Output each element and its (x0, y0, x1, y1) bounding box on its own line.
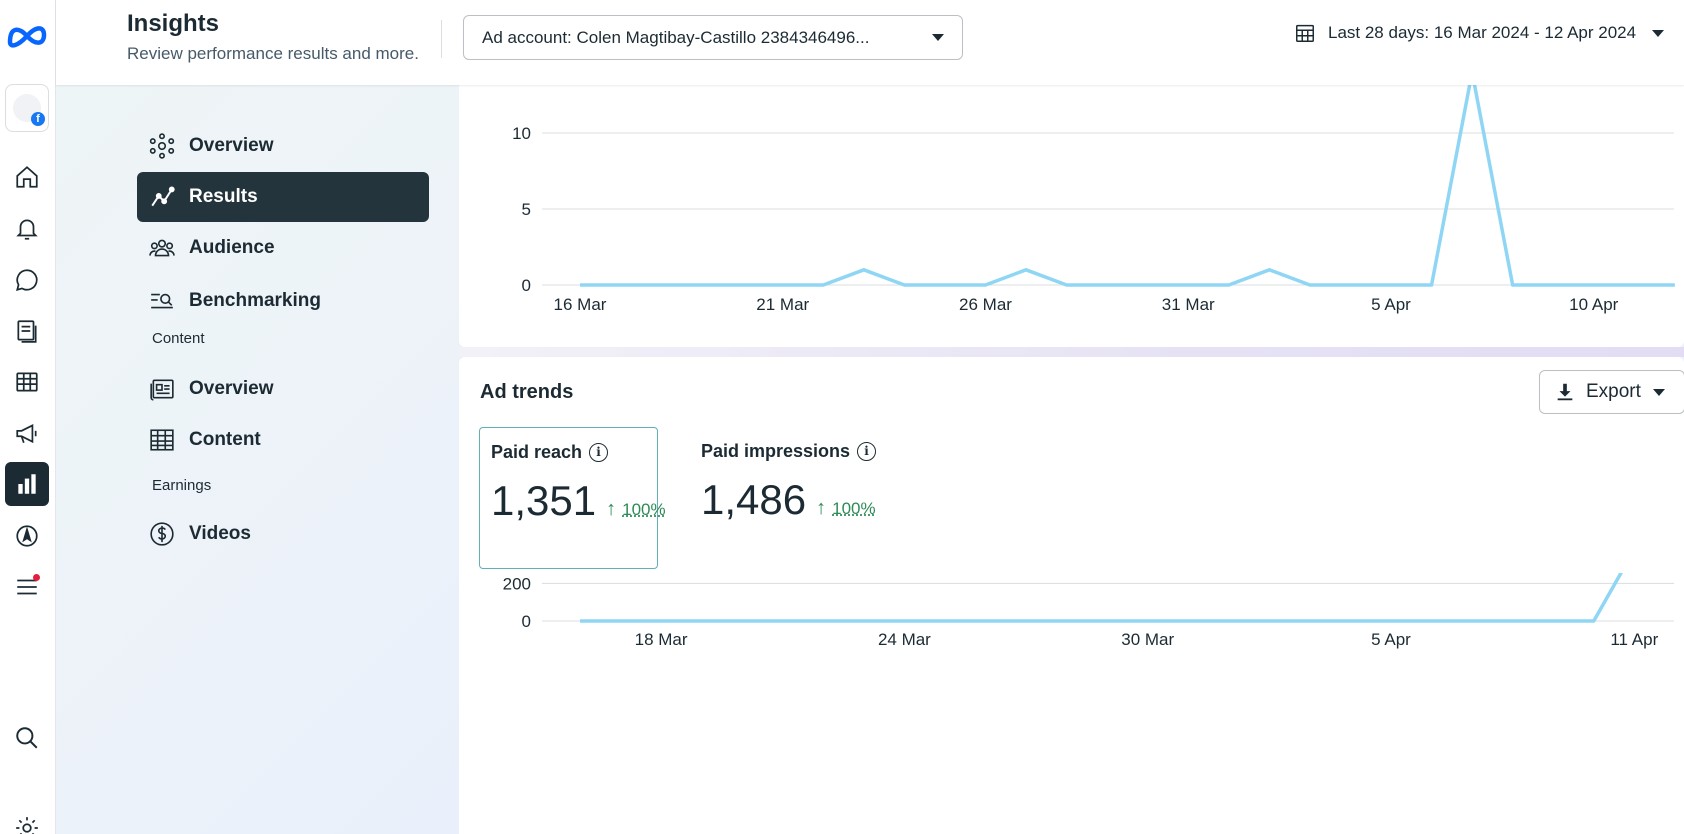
metric-change[interactable]: 100% (832, 499, 875, 519)
nav-item-videos[interactable]: Videos (137, 509, 429, 559)
metric-value: 1,486 (701, 476, 806, 524)
x-tick-label: 10 Apr (1569, 295, 1618, 314)
nav-item-label: Audience (189, 237, 275, 259)
page-title: Insights (127, 10, 219, 38)
nav-item-label: Videos (189, 523, 251, 545)
page-avatar[interactable]: f (5, 84, 49, 132)
chevron-down-icon (1653, 389, 1665, 396)
download-icon (1554, 381, 1576, 403)
content-grid-icon (149, 427, 175, 453)
megaphone-icon[interactable] (5, 411, 49, 455)
facebook-badge-icon: f (31, 112, 45, 126)
audience-icon (149, 235, 175, 261)
export-button[interactable]: Export (1539, 370, 1684, 414)
insights-sidebar: Overview Results Audience Benchmarking C… (56, 85, 459, 834)
nav-item-overview[interactable]: Overview (137, 121, 429, 171)
chevron-down-icon (1652, 30, 1664, 37)
notification-dot (33, 574, 40, 581)
metric-label: Paid reach (491, 442, 582, 463)
info-icon[interactable]: i (589, 443, 608, 462)
nav-item-label: Results (189, 186, 258, 208)
section-divider (459, 347, 1684, 357)
gear-icon[interactable] (5, 806, 49, 834)
nav-item-benchmarking[interactable]: Benchmarking (137, 276, 429, 326)
results-chart-card: 0 5 10 16 Mar 21 Mar 26 Mar 31 Mar 5 Apr 10 Apr (459, 85, 1684, 347)
arrow-up-icon: ↑ (606, 498, 616, 521)
menu-icon[interactable] (5, 565, 49, 609)
nav-section-earnings: Earnings (152, 477, 211, 494)
x-tick-label: 18 Mar (635, 630, 688, 649)
overview-icon (149, 133, 175, 159)
page-header: Insights Review performance results and … (56, 0, 1684, 85)
metric-card-paid-impressions[interactable]: Paid impressions i 1,486 ↑ 100% (690, 427, 890, 569)
y-tick-label: 200 (503, 574, 531, 593)
series-line (580, 85, 1675, 285)
date-range-picker[interactable]: Last 28 days: 16 Mar 2024 - 12 Apr 2024 (1294, 22, 1664, 44)
ad-account-dropdown[interactable]: Ad account: Colen Magtibay-Castillo 2384… (463, 15, 963, 60)
nav-item-content[interactable]: Content (137, 415, 429, 465)
ad-account-label: Ad account: Colen Magtibay-Castillo 2384… (482, 28, 920, 48)
metric-label: Paid impressions (701, 441, 850, 462)
y-tick-label: 10 (512, 124, 531, 143)
nav-item-label: Content (189, 429, 261, 451)
x-tick-label: 21 Mar (756, 295, 809, 314)
header-divider (441, 20, 442, 58)
date-range-label: Last 28 days: 16 Mar 2024 - 12 Apr 2024 (1328, 23, 1636, 43)
meta-logo-icon[interactable] (4, 20, 50, 52)
y-tick-label: 5 (522, 200, 531, 219)
nav-item-label: Overview (189, 135, 274, 157)
nav-item-audience[interactable]: Audience (137, 223, 429, 273)
x-tick-label: 24 Mar (878, 630, 931, 649)
metric-change[interactable]: 100% (622, 500, 665, 520)
nav-item-label: Overview (189, 378, 274, 400)
table-icon[interactable] (5, 360, 49, 404)
compass-icon[interactable] (5, 514, 49, 558)
metric-card-paid-reach[interactable]: Paid reach i 1,351 ↑ 100% (479, 427, 658, 569)
main-content: 0 5 10 16 Mar 21 Mar 26 Mar 31 Mar 5 Apr 10 Apr … (459, 85, 1684, 834)
chevron-down-icon (932, 34, 944, 41)
pages-icon[interactable] (5, 309, 49, 353)
x-tick-label: 5 Apr (1371, 630, 1411, 649)
search-icon[interactable] (5, 716, 49, 760)
nav-item-results[interactable]: Results (137, 172, 429, 222)
ad-trends-title: Ad trends (480, 381, 573, 404)
x-tick-label: 31 Mar (1162, 295, 1215, 314)
insights-icon[interactable] (5, 462, 49, 506)
nav-item-label: Benchmarking (189, 290, 321, 312)
global-nav-rail: f (0, 0, 56, 834)
chat-icon[interactable] (5, 258, 49, 302)
y-tick-label: 0 (522, 612, 531, 631)
results-line-chart: 0 5 10 16 Mar 21 Mar 26 Mar 31 Mar 5 Apr 10 Apr (459, 85, 1684, 347)
ad-trends-line-chart: 0200400600800100018 Mar24 Mar30 Mar5 Apr… (459, 573, 1684, 834)
content-overview-icon (149, 376, 175, 402)
x-tick-label: 16 Mar (554, 295, 607, 314)
page-subtitle: Review performance results and more. (127, 44, 419, 64)
home-icon[interactable] (5, 155, 49, 199)
results-icon (149, 184, 175, 210)
metric-value: 1,351 (491, 477, 596, 525)
nav-item-content-overview[interactable]: Overview (137, 364, 429, 414)
arrow-up-icon: ↑ (816, 497, 826, 520)
y-tick-label: 0 (522, 276, 531, 295)
export-label: Export (1586, 381, 1641, 403)
x-tick-label: 30 Mar (1121, 630, 1174, 649)
calendar-icon (1294, 22, 1316, 44)
x-tick-label: 11 Apr (1610, 630, 1658, 649)
x-tick-label: 5 Apr (1371, 295, 1411, 314)
benchmarking-icon (149, 288, 175, 314)
bell-icon[interactable] (5, 207, 49, 251)
dollar-icon (149, 521, 175, 547)
series-line (580, 573, 1675, 621)
info-icon[interactable]: i (857, 442, 876, 461)
nav-section-content: Content (152, 330, 205, 347)
x-tick-label: 26 Mar (959, 295, 1012, 314)
